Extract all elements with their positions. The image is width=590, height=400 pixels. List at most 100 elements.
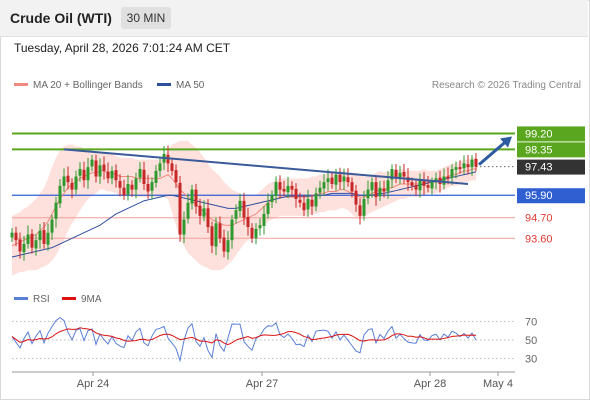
candle: [126, 174, 130, 201]
candle: [98, 158, 102, 184]
candle-body: [386, 180, 390, 192]
candle: [226, 230, 230, 260]
candle: [314, 187, 318, 212]
candle: [198, 198, 202, 225]
candle-body: [390, 169, 394, 180]
candle: [350, 177, 354, 198]
candle: [466, 154, 470, 175]
level-tag-label: 94.70: [525, 213, 553, 225]
target-arrow-head: [500, 136, 512, 148]
x-axis-label: May 4: [483, 378, 513, 390]
ma20-legend-label: MA 20 + Bollinger Bands: [33, 80, 143, 91]
candle: [70, 178, 74, 199]
candle-body: [330, 177, 334, 184]
chart-datetime: Tuesday, April 28, 2026 7:01:24 AM CET: [14, 41, 231, 55]
candle-body: [194, 189, 198, 207]
candle-body: [474, 158, 478, 167]
ma9-swatch: [62, 296, 76, 300]
candle: [366, 180, 370, 205]
candle: [190, 184, 194, 210]
candle: [30, 229, 34, 254]
candle: [214, 217, 218, 256]
candle: [402, 163, 406, 184]
candle: [234, 204, 238, 224]
candle: [302, 194, 306, 217]
candle-body: [178, 182, 182, 235]
ma50-legend-label: MA 50: [176, 80, 205, 91]
candle-body: [298, 199, 302, 203]
chart-header: Crude Oil (WTI) 30 MIN: [0, 0, 588, 37]
candle: [414, 179, 418, 196]
candle: [122, 179, 126, 200]
candle-body: [142, 169, 146, 184]
candle-body: [66, 175, 70, 183]
rsi-9ma-line: [11, 327, 477, 346]
candle-body: [366, 189, 370, 199]
candle-body: [346, 177, 350, 183]
candle-body: [114, 170, 118, 181]
rsi-level-label: 70: [525, 316, 537, 328]
candle-body: [258, 225, 262, 229]
trendline: [63, 148, 469, 185]
candle: [370, 177, 374, 198]
candle-body: [454, 167, 458, 170]
candle-body: [370, 182, 374, 191]
candle-body: [78, 169, 82, 176]
level-tag: 94.70: [525, 213, 553, 225]
candle-body: [186, 202, 190, 219]
candle: [262, 205, 266, 235]
candle: [54, 196, 58, 228]
x-axis-label: Apr 28: [414, 378, 446, 390]
candle: [322, 174, 326, 196]
candle-body: [170, 163, 174, 171]
candle-body: [134, 178, 138, 190]
candle-body: [274, 182, 278, 196]
candle: [58, 178, 62, 209]
candle-body: [198, 205, 202, 216]
ma9-legend-label: 9MA: [81, 294, 102, 305]
candle-body: [106, 171, 110, 179]
candle: [250, 223, 254, 243]
candle: [18, 232, 22, 259]
candle-body: [254, 228, 258, 239]
candle: [274, 176, 278, 204]
candle: [426, 175, 430, 193]
candle: [422, 172, 426, 195]
timeframe-badge[interactable]: 30 MIN: [121, 7, 171, 29]
candle-body: [358, 205, 362, 216]
candle: [390, 164, 394, 189]
candle-body: [34, 240, 38, 249]
candle-body: [158, 163, 162, 171]
candle: [146, 174, 150, 199]
rsi-level-label: 30: [525, 354, 537, 366]
candle-body: [398, 172, 402, 179]
candle-body: [382, 188, 386, 192]
candle: [178, 175, 182, 242]
candle: [174, 164, 178, 189]
candle: [90, 154, 94, 172]
rsi-legend-label: RSI: [33, 294, 50, 305]
candle-body: [230, 219, 234, 241]
candle-body: [238, 200, 242, 211]
candle-body: [266, 202, 270, 214]
ma20-swatch: [14, 82, 28, 86]
candle: [310, 195, 314, 216]
candle: [154, 165, 158, 188]
candle-body: [458, 167, 462, 170]
candle: [470, 154, 474, 176]
rsi-level-label: 50: [525, 335, 537, 347]
ma50-swatch: [157, 82, 171, 86]
level-tag-label: 97.43: [525, 162, 553, 174]
candle-body: [378, 187, 382, 197]
candle: [294, 183, 298, 208]
candle: [62, 168, 66, 192]
candle: [286, 176, 290, 199]
candle: [110, 166, 114, 185]
candle: [46, 223, 50, 251]
candle: [74, 170, 78, 195]
candle: [130, 180, 134, 197]
candle: [230, 214, 234, 249]
candle: [318, 180, 322, 199]
candle: [14, 226, 18, 247]
candle: [258, 218, 262, 236]
